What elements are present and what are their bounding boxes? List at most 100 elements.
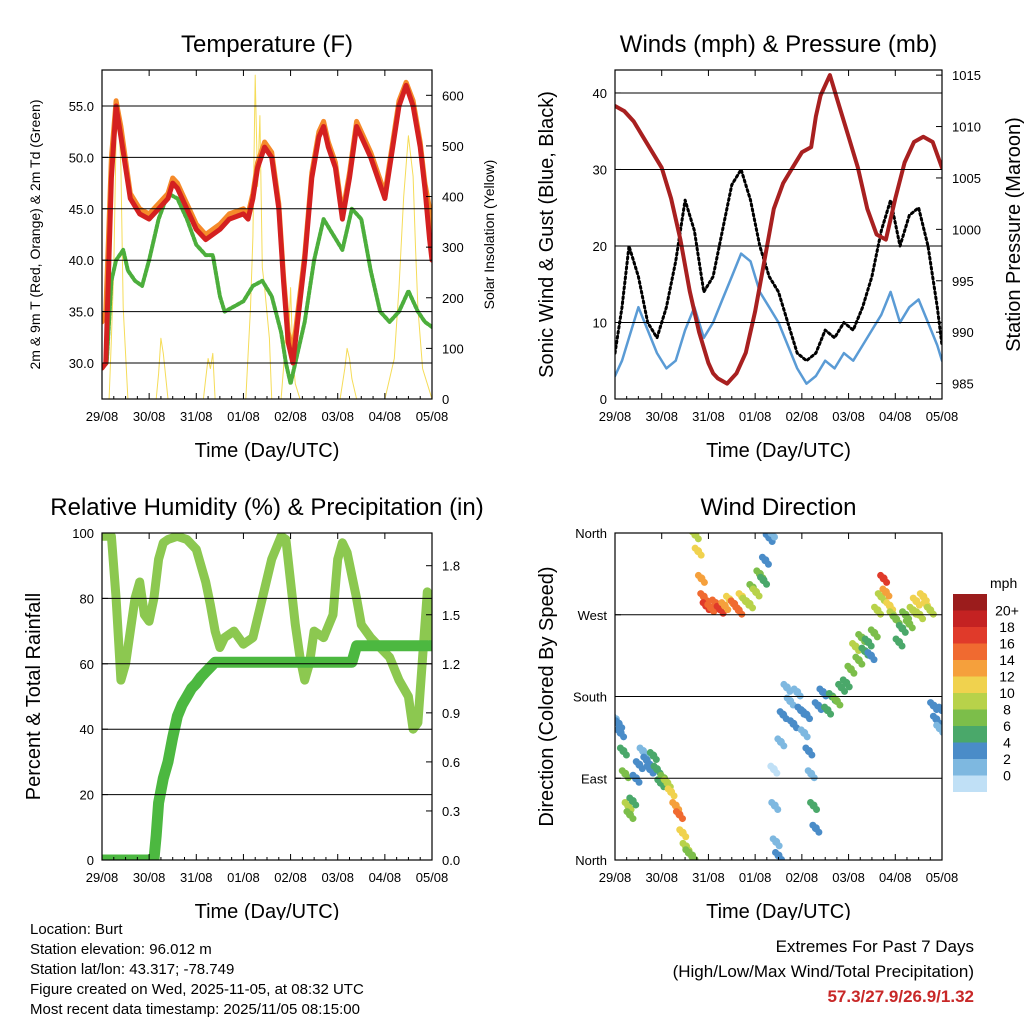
direction-point [749, 585, 757, 593]
extremes-heading: Extremes For Past 7 Days [775, 937, 974, 956]
temperature-series-insolation [102, 74, 432, 399]
ytick-label: 40 [593, 86, 607, 101]
humidity-plot-area [102, 533, 432, 860]
y2tick-label: 985 [952, 377, 974, 392]
xtick-label: 03/08 [832, 409, 865, 424]
direction-point [808, 751, 816, 759]
wind_direction-title: Wind Direction [700, 494, 856, 521]
xtick-label: 02/08 [786, 870, 819, 885]
direction-point [775, 842, 783, 850]
direction-point [778, 855, 785, 860]
ytick-label: 40.0 [69, 253, 94, 268]
direction-point [708, 596, 716, 604]
direction-point [895, 621, 903, 629]
colorbar-title: mph [990, 575, 1017, 591]
figure-created: Figure created on Wed, 2025-11-05, at 08… [30, 981, 364, 998]
direction-point [615, 726, 622, 734]
wind_direction-ylabel: Direction (Colored By Speed) [536, 566, 558, 826]
direction-point [724, 606, 732, 614]
xtick-label: 01/08 [739, 409, 772, 424]
colorbar-swatch [953, 643, 987, 660]
direction-point [621, 799, 629, 806]
direction-point [885, 592, 893, 600]
ytick-label: 40 [80, 722, 94, 737]
y2tick-label: 400 [442, 190, 464, 205]
direction-point [682, 833, 690, 841]
xtick-label: 30/08 [645, 409, 678, 424]
direction-point [769, 835, 777, 843]
ytick-label: 20 [80, 788, 94, 803]
direction-point [933, 721, 941, 729]
xtick-label: 29/08 [599, 409, 632, 424]
xtick-label: 30/08 [133, 870, 166, 885]
direction-point [913, 608, 921, 616]
direction-point [623, 808, 631, 816]
direction-point [935, 703, 942, 711]
direction-point [902, 617, 910, 625]
xtick-label: 02/08 [274, 409, 307, 424]
temperature-y2label: Solar Insolation (Yellow) [481, 160, 497, 310]
xtick-label: 02/08 [786, 409, 819, 424]
colorbar-label: 16 [999, 636, 1015, 652]
colorbar-swatch [953, 627, 987, 644]
xtick-label: 31/08 [180, 409, 213, 424]
direction-point [908, 624, 916, 632]
colorbar-swatch [953, 693, 987, 710]
ytick-label: North [575, 526, 607, 541]
colorbar-label: 4 [1003, 735, 1011, 751]
direction-point [923, 603, 931, 611]
direction-point [871, 603, 879, 611]
ytick-label: 80 [80, 591, 94, 606]
direction-point [816, 685, 824, 693]
direction-point [807, 799, 815, 806]
colorbar-swatch [953, 726, 987, 743]
ytick-label: 55.0 [69, 99, 94, 114]
direction-point [749, 604, 757, 612]
direction-point [632, 758, 640, 766]
direction-point [780, 742, 788, 750]
direction-point [803, 733, 811, 741]
ytick-label: 35.0 [69, 305, 94, 320]
ytick-label: 0 [87, 853, 94, 868]
xtick-label: 04/08 [369, 870, 402, 885]
direction-point [774, 735, 782, 743]
colorbar-label: 8 [1003, 702, 1011, 718]
colorbar-swatch [953, 709, 987, 726]
y2tick-label: 0.0 [442, 853, 460, 868]
colorbar-swatch [953, 775, 987, 792]
colorbar-swatch [953, 759, 987, 776]
direction-point [800, 708, 808, 716]
y2tick-label: 1010 [952, 120, 981, 135]
y2tick-label: 1.8 [442, 559, 460, 574]
y2tick-label: 990 [952, 325, 974, 340]
direction-point [629, 771, 637, 779]
y2tick-label: 1000 [952, 222, 981, 237]
extremes-values: 57.3/27.9/26.9/1.32 [827, 987, 974, 1006]
direction-point [841, 687, 849, 695]
extremes-subheading: (High/Low/Max Wind/Total Precipitation) [672, 962, 974, 981]
temperature-series-temp_9m [102, 82, 432, 371]
colorbar-label: 2 [1003, 751, 1011, 767]
station-info: Location: Burt Station elevation: 96.012… [30, 920, 364, 1020]
winds-ylabel: Sonic Wind & Gust (Blue, Black) [536, 91, 558, 378]
direction-point [898, 642, 906, 650]
direction-point [652, 756, 660, 764]
humidity-panel: Relative Humidity (%) & Precipitation (i… [23, 494, 484, 920]
xtick-label: 01/08 [227, 409, 260, 424]
direction-point [850, 669, 858, 677]
ytick-label: 0 [600, 392, 607, 407]
xtick-label: 05/08 [416, 409, 449, 424]
direction-point [622, 751, 630, 759]
direction-point [753, 567, 761, 575]
y2tick-label: 100 [442, 341, 464, 356]
direction-point [676, 826, 684, 834]
y2tick-label: 0.3 [442, 804, 460, 819]
direction-point [718, 599, 726, 607]
station-location: Location: Burt [30, 921, 123, 938]
y2tick-label: 1015 [952, 68, 981, 83]
direction-point [827, 710, 835, 718]
station-elevation: Station elevation: 96.012 m [30, 941, 212, 958]
temperature-panel: Temperature (F) Time (Day/UTC) 2m & 9m T (… [27, 31, 497, 462]
direction-point [640, 753, 648, 761]
ytick-label: 10 [593, 315, 607, 330]
